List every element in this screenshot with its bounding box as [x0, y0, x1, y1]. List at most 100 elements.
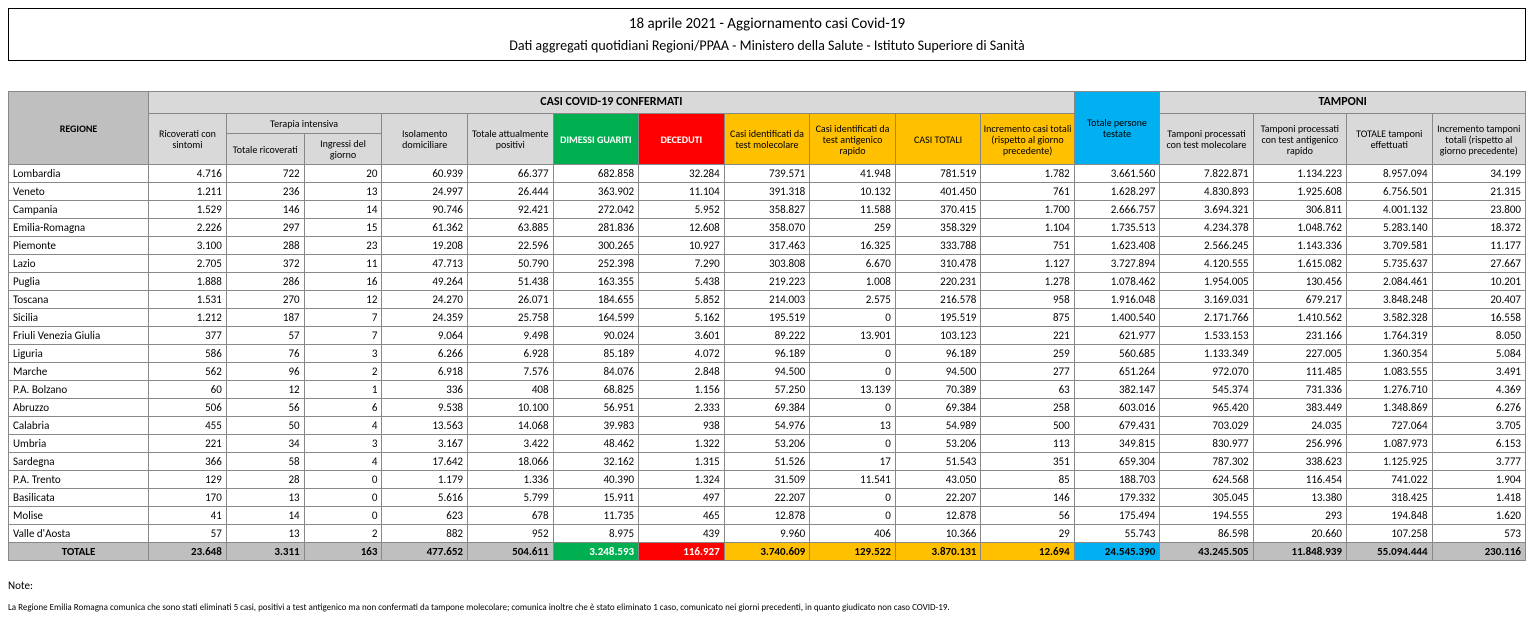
value-cell: 19.208 [382, 237, 468, 255]
value-cell: 408 [467, 381, 553, 399]
value-cell: 68.825 [553, 381, 639, 399]
table-row: Piemonte3.1002882319.20822.596300.26510.… [9, 237, 1526, 255]
value-cell: 7.290 [639, 255, 725, 273]
region-cell: Umbria [9, 435, 149, 453]
total-label: TOTALE [9, 543, 149, 561]
value-cell: 624.568 [1160, 471, 1253, 489]
notes-block: Note: La Regione Emilia Romagna comunica… [8, 579, 1526, 613]
total-cell: 116.927 [639, 543, 725, 561]
value-cell: 3.100 [149, 237, 227, 255]
total-cell: 477.652 [382, 543, 468, 561]
value-cell: 3.661.560 [1074, 165, 1160, 183]
value-cell: 3.727.894 [1074, 255, 1160, 273]
value-cell: 84.076 [553, 363, 639, 381]
value-cell: 7.576 [467, 363, 553, 381]
value-cell: 305.045 [1160, 489, 1253, 507]
value-cell: 25.758 [467, 309, 553, 327]
value-cell: 32.162 [553, 453, 639, 471]
value-cell: 306.811 [1253, 201, 1346, 219]
value-cell: 89.222 [724, 327, 810, 345]
region-cell: Piemonte [9, 237, 149, 255]
value-cell: 194.848 [1347, 507, 1433, 525]
value-cell: 500 [981, 417, 1074, 435]
value-cell: 39.983 [553, 417, 639, 435]
value-cell: 34 [226, 435, 304, 453]
value-cell: 3.167 [382, 435, 468, 453]
value-cell: 5.162 [639, 309, 725, 327]
value-cell: 830.977 [1160, 435, 1253, 453]
value-cell: 4.830.893 [1160, 183, 1253, 201]
value-cell: 188.703 [1074, 471, 1160, 489]
value-cell: 219.223 [724, 273, 810, 291]
value-cell: 1.620 [1432, 507, 1525, 525]
value-cell: 13 [810, 417, 896, 435]
value-cell: 739.571 [724, 165, 810, 183]
value-cell: 761 [981, 183, 1074, 201]
region-cell: Valle d'Aosta [9, 525, 149, 543]
value-cell: 55.743 [1074, 525, 1160, 543]
value-cell: 1.078.462 [1074, 273, 1160, 291]
col-casi-tot: CASI TOTALI [895, 114, 981, 165]
value-cell: 3.709.581 [1347, 237, 1433, 255]
value-cell: 22.207 [895, 489, 981, 507]
value-cell: 1.048.762 [1253, 219, 1346, 237]
region-cell: Lombardia [9, 165, 149, 183]
value-cell: 11 [304, 255, 382, 273]
value-cell: 41 [149, 507, 227, 525]
value-cell: 3.491 [1432, 363, 1525, 381]
col-incremento: Incremento casi totali (rispetto al gior… [981, 114, 1074, 165]
value-cell: 221 [149, 435, 227, 453]
table-row: Basilicata1701305.6165.79915.91149722.20… [9, 489, 1526, 507]
value-cell: 439 [639, 525, 725, 543]
value-cell: 27.667 [1432, 255, 1525, 273]
value-cell: 958 [981, 291, 1074, 309]
value-cell: 50.790 [467, 255, 553, 273]
value-cell: 29 [981, 525, 1074, 543]
value-cell: 18.372 [1432, 219, 1525, 237]
value-cell: 85 [981, 471, 1074, 489]
value-cell: 1.315 [639, 453, 725, 471]
value-cell: 8.957.094 [1347, 165, 1433, 183]
value-cell: 358.827 [724, 201, 810, 219]
value-cell: 2.226 [149, 219, 227, 237]
value-cell: 28 [226, 471, 304, 489]
group-tamponi: TAMPONI [1160, 92, 1526, 114]
value-cell: 562 [149, 363, 227, 381]
value-cell: 47.713 [382, 255, 468, 273]
value-cell: 13 [226, 525, 304, 543]
value-cell: 1.127 [981, 255, 1074, 273]
value-cell: 882 [382, 525, 468, 543]
value-cell: 3.601 [639, 327, 725, 345]
value-cell: 1.276.710 [1347, 381, 1433, 399]
value-cell: 1.916.048 [1074, 291, 1160, 309]
value-cell: 391.318 [724, 183, 810, 201]
value-cell: 0 [810, 309, 896, 327]
value-cell: 349.815 [1074, 435, 1160, 453]
value-cell: 179.332 [1074, 489, 1160, 507]
table-row: Veneto1.2112361324.99726.444363.90211.10… [9, 183, 1526, 201]
value-cell: 258 [981, 399, 1074, 417]
value-cell: 20.660 [1253, 525, 1346, 543]
value-cell: 370.415 [895, 201, 981, 219]
value-cell: 227.005 [1253, 345, 1346, 363]
value-cell: 3.169.031 [1160, 291, 1253, 309]
value-cell: 48.462 [553, 435, 639, 453]
table-row: Friuli Venezia Giulia3775779.0649.49890.… [9, 327, 1526, 345]
value-cell: 2.333 [639, 399, 725, 417]
value-cell: 57 [226, 327, 304, 345]
value-cell: 51.526 [724, 453, 810, 471]
table-row: Lombardia4.7167222060.93966.377682.85832… [9, 165, 1526, 183]
value-cell: 0 [304, 471, 382, 489]
total-row: TOTALE23.6483.311163477.652504.6113.248.… [9, 543, 1526, 561]
value-cell: 1.322 [639, 435, 725, 453]
value-cell: 3.705 [1432, 417, 1525, 435]
value-cell: 76 [226, 345, 304, 363]
value-cell: 51.543 [895, 453, 981, 471]
value-cell: 1.008 [810, 273, 896, 291]
value-cell: 1 [304, 381, 382, 399]
value-cell: 875 [981, 309, 1074, 327]
value-cell: 0 [810, 399, 896, 417]
col-regione: REGIONE [9, 92, 149, 165]
value-cell: 351 [981, 453, 1074, 471]
value-cell: 3.777 [1432, 453, 1525, 471]
